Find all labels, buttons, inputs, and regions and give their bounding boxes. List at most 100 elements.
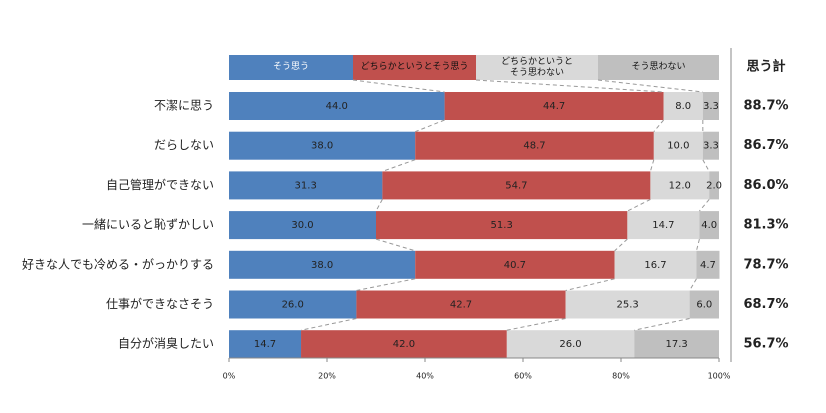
legend-swatch [353,55,476,80]
connector [597,79,703,93]
value-label: 12.0 [669,180,691,191]
bar-segment [356,290,566,319]
connector [634,318,690,331]
value-label: 25.3 [616,300,638,311]
bar-segment [627,211,700,240]
connector [565,278,615,291]
total-value: 81.3% [743,218,788,233]
bar-segment [702,131,719,160]
connector [475,79,664,93]
x-tick-label: 60% [514,372,532,381]
category-label: 仕事ができなさそう [106,296,214,311]
value-label: 14.7 [254,339,276,350]
bar-segment [301,330,507,359]
total-value: 78.7% [743,257,788,272]
connector [702,159,710,172]
connector [382,159,416,172]
category-label: 不潔に思う [154,99,214,113]
connector [689,278,697,291]
value-label: 17.3 [665,339,687,350]
category-label: 一緒にいると恥ずかしい [82,217,214,232]
legend-label: そう思う [272,62,309,72]
bar-segment [696,250,720,279]
connector [415,119,445,133]
total-header: 思う計 [746,59,785,75]
legend-label: そう思わない [631,62,686,72]
bar-segment [229,290,357,319]
bar-segment [382,171,651,200]
total-value: 56.7% [743,337,788,352]
connector [506,318,566,331]
connector [300,318,357,331]
value-label: 8.0 [675,101,691,112]
value-label: 42.0 [393,339,415,350]
value-label: 40.7 [504,260,526,271]
legend-label: どちらかというと そう思わない [500,56,573,78]
legend-swatch [476,55,598,80]
value-label: 4.7 [700,260,716,271]
bar-segment [229,211,376,240]
bar-segment [229,250,416,279]
x-tick-label: 20% [318,372,336,381]
x-tick-label: 100% [708,372,731,381]
bar-segment [229,330,302,359]
value-label: 38.0 [311,141,333,152]
value-label: 54.7 [505,180,527,191]
x-tick-label: 0% [223,372,236,381]
bar-segment [506,330,635,359]
value-label: 26.0 [282,300,304,311]
bar-segment [614,250,697,279]
bar-segment [699,211,719,240]
total-value: 88.7% [743,99,788,114]
connector [375,199,383,212]
value-label: 3.3 [703,141,719,152]
x-tick-label: 80% [612,372,630,381]
bar-segment [229,92,445,120]
total-value: 86.0% [743,178,788,193]
value-label: 6.0 [696,300,712,311]
legend-swatch [229,55,353,80]
legend-swatch [598,55,719,80]
value-label: 16.7 [644,260,666,271]
value-label: 26.0 [559,339,581,350]
bar-segment [229,171,383,200]
bar-segment [653,131,703,160]
bar-segment [376,211,628,240]
connector [649,159,655,172]
bar-segment [634,330,719,359]
connector [614,238,628,252]
bar-segment [565,290,690,319]
value-label: 2.0 [706,180,722,191]
connector [352,79,445,93]
value-label: 10.0 [667,141,689,152]
value-label: 48.7 [523,141,545,152]
value-label: 42.7 [450,300,472,311]
value-label: 3.3 [703,101,719,112]
category-label: 自分が消臭したい [118,336,214,351]
total-value: 86.7% [743,138,788,153]
bar-segment [229,131,416,160]
category-label: だらしない [154,138,214,152]
bar-segment [650,171,710,200]
connector [356,278,416,291]
bar-segment [415,250,615,279]
total-value: 68.7% [743,297,788,312]
connector [699,199,710,212]
value-label: 38.0 [311,260,333,271]
bar-segment [689,290,719,319]
value-label: 44.7 [543,101,565,112]
connector [653,119,665,133]
bar-segment [444,92,664,120]
bar-segment [709,171,719,200]
connector [375,238,416,252]
bar-segment [663,92,703,120]
value-label: 14.7 [652,220,674,231]
value-label: 4.0 [701,220,717,231]
bar-segment [415,131,654,160]
category-label: 好きな人でも冷める・がっかりする [22,256,214,271]
category-label: 自己管理ができない [106,177,214,192]
bar-segment [702,92,719,120]
connector [627,198,651,212]
value-label: 44.0 [326,101,348,112]
